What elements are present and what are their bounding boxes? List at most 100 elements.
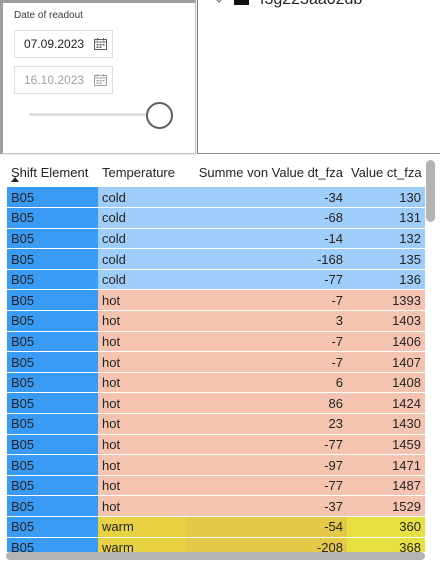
- cell-temperature: hot: [98, 289, 186, 312]
- table-row[interactable]: B05 hot -97 1471: [7, 454, 425, 476]
- table-body: B05 cold -34 130 B05 cold -68 131 B05 cold -14 132 B…: [7, 187, 425, 552]
- cell-temperature: warm: [98, 516, 186, 538]
- cell-value-ct-fza: 1406: [347, 331, 425, 353]
- cell-shift-element: B05: [7, 351, 98, 373]
- cell-summe-value-dt-fza: 3: [186, 310, 347, 332]
- side-visual: f3g223aa02db: [197, 0, 440, 154]
- cell-shift-element: B05: [7, 207, 98, 229]
- cell-summe-value-dt-fza: -77: [186, 475, 347, 497]
- cell-shift-element: B05: [7, 372, 98, 394]
- column-header-temperature[interactable]: Temperature: [98, 158, 186, 187]
- cell-temperature: hot: [98, 434, 186, 456]
- cell-temperature: cold: [98, 248, 186, 270]
- table-row[interactable]: B05 hot -37 1529: [7, 495, 425, 517]
- cell-temperature: cold: [98, 228, 186, 250]
- table-row[interactable]: B05 hot 3 1403: [7, 310, 425, 332]
- cell-value-ct-fza: 1430: [347, 413, 425, 435]
- cell-shift-element: B05: [7, 187, 98, 209]
- legend-swatch: [234, 0, 249, 5]
- cell-summe-value-dt-fza: -14: [186, 228, 347, 250]
- horizontal-scrollbar[interactable]: [6, 552, 425, 560]
- cell-temperature: hot: [98, 495, 186, 517]
- cell-shift-element: B05: [7, 454, 98, 476]
- cell-temperature: warm: [98, 537, 186, 552]
- table-row[interactable]: B05 cold -14 132: [7, 228, 425, 250]
- date-range-slider-track[interactable]: [29, 113, 155, 116]
- column-header-summe-value-dt-fza[interactable]: Summe von Value dt_fza: [186, 158, 347, 187]
- cell-temperature: cold: [98, 207, 186, 229]
- cell-summe-value-dt-fza: 23: [186, 413, 347, 435]
- calendar-icon[interactable]: [94, 38, 107, 50]
- cell-value-ct-fza: 130: [347, 187, 425, 209]
- date-range-slider-handle[interactable]: [146, 102, 173, 129]
- table-row[interactable]: B05 hot 23 1430: [7, 413, 425, 435]
- cell-value-ct-fza: 1408: [347, 372, 425, 394]
- table-row[interactable]: B05 hot -77 1459: [7, 434, 425, 456]
- table-row[interactable]: B05 warm -54 360: [7, 516, 425, 538]
- start-date-value: 07.09.2023: [24, 37, 85, 51]
- cell-value-ct-fza: 135: [347, 248, 425, 270]
- cell-temperature: hot: [98, 392, 186, 415]
- cell-temperature: hot: [98, 454, 186, 476]
- cell-value-ct-fza: 1487: [347, 475, 425, 497]
- column-header-value-ct-fza[interactable]: Value ct_fza: [347, 158, 425, 187]
- cell-shift-element: B05: [7, 475, 98, 497]
- table-row[interactable]: B05 cold -68 131: [7, 207, 425, 229]
- cell-summe-value-dt-fza: -68: [186, 207, 347, 229]
- cell-shift-element: B05: [7, 269, 98, 291]
- table-row[interactable]: B05 hot -7 1407: [7, 351, 425, 373]
- cell-summe-value-dt-fza: -7: [186, 351, 347, 373]
- cell-summe-value-dt-fza: -54: [186, 516, 347, 538]
- cell-temperature: hot: [98, 331, 186, 353]
- calendar-icon[interactable]: [94, 74, 107, 86]
- table-row[interactable]: B05 hot -7 1406: [7, 331, 425, 353]
- cell-shift-element: B05: [7, 310, 98, 332]
- cell-temperature: hot: [98, 475, 186, 497]
- cell-value-ct-fza: 131: [347, 207, 425, 229]
- end-date-input[interactable]: 16.10.2023: [14, 66, 113, 94]
- cell-summe-value-dt-fza: 86: [186, 392, 347, 415]
- cell-value-ct-fza: 1459: [347, 434, 425, 456]
- table-row[interactable]: B05 hot 86 1424: [7, 392, 425, 415]
- cell-summe-value-dt-fza: -168: [186, 248, 347, 270]
- cell-value-ct-fza: 1407: [347, 351, 425, 373]
- cell-shift-element: B05: [7, 331, 98, 353]
- cell-shift-element: B05: [7, 495, 98, 517]
- table-row[interactable]: B05 cold -168 135: [7, 248, 425, 270]
- cell-summe-value-dt-fza: -34: [186, 187, 347, 209]
- table-header-row: Shift Element Temperature Summe von Valu…: [7, 158, 425, 187]
- table-row[interactable]: B05 warm -208 368: [7, 537, 425, 552]
- cell-summe-value-dt-fza: -7: [186, 289, 347, 312]
- column-header-shift-element[interactable]: Shift Element: [7, 158, 98, 187]
- cell-temperature: cold: [98, 187, 186, 209]
- end-date-value: 16.10.2023: [24, 73, 85, 87]
- cell-value-ct-fza: 1403: [347, 310, 425, 332]
- cell-value-ct-fza: 132: [347, 228, 425, 250]
- cell-summe-value-dt-fza: -37: [186, 495, 347, 517]
- cell-value-ct-fza: 136: [347, 269, 425, 291]
- table-row[interactable]: B05 hot 6 1408: [7, 372, 425, 394]
- table-row[interactable]: B05 hot -77 1487: [7, 475, 425, 497]
- cell-value-ct-fza: 1393: [347, 289, 425, 312]
- slicer-title: Date of readout: [14, 10, 83, 21]
- cell-value-ct-fza: 368: [347, 537, 425, 552]
- cell-value-ct-fza: 1529: [347, 495, 425, 517]
- cell-summe-value-dt-fza: -7: [186, 331, 347, 353]
- sort-ascending-icon[interactable]: [11, 177, 19, 182]
- cell-summe-value-dt-fza: 6: [186, 372, 347, 394]
- cell-shift-element: B05: [7, 413, 98, 435]
- vertical-scrollbar[interactable]: [426, 160, 435, 222]
- cell-summe-value-dt-fza: -77: [186, 434, 347, 456]
- cell-shift-element: B05: [7, 434, 98, 456]
- start-date-input[interactable]: 07.09.2023: [14, 30, 113, 58]
- cell-temperature: hot: [98, 413, 186, 435]
- data-table: Shift Element Temperature Summe von Valu…: [7, 158, 425, 552]
- chevron-down-icon[interactable]: [213, 0, 225, 3]
- cell-temperature: hot: [98, 310, 186, 332]
- table-row[interactable]: B05 cold -34 130: [7, 187, 425, 209]
- table-row[interactable]: B05 cold -77 136: [7, 269, 425, 291]
- table-row[interactable]: B05 hot -7 1393: [7, 289, 425, 312]
- cell-shift-element: B05: [7, 228, 98, 250]
- side-visual-label: f3g223aa02db: [260, 0, 362, 9]
- cell-shift-element: B05: [7, 248, 98, 270]
